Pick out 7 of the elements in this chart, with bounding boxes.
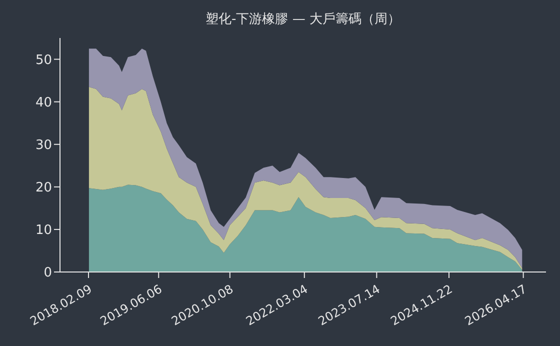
y-tick-label: 30 (35, 138, 52, 153)
y-tick-label: 50 (35, 52, 52, 68)
y-tick-label: 20 (35, 180, 52, 196)
y-tick-label: 10 (35, 223, 52, 238)
y-tick-label: 40 (35, 95, 52, 110)
y-tick-label: 0 (44, 266, 52, 281)
chart-title: 塑化-下游橡膠 — 大戶籌碼（周） (204, 11, 402, 28)
